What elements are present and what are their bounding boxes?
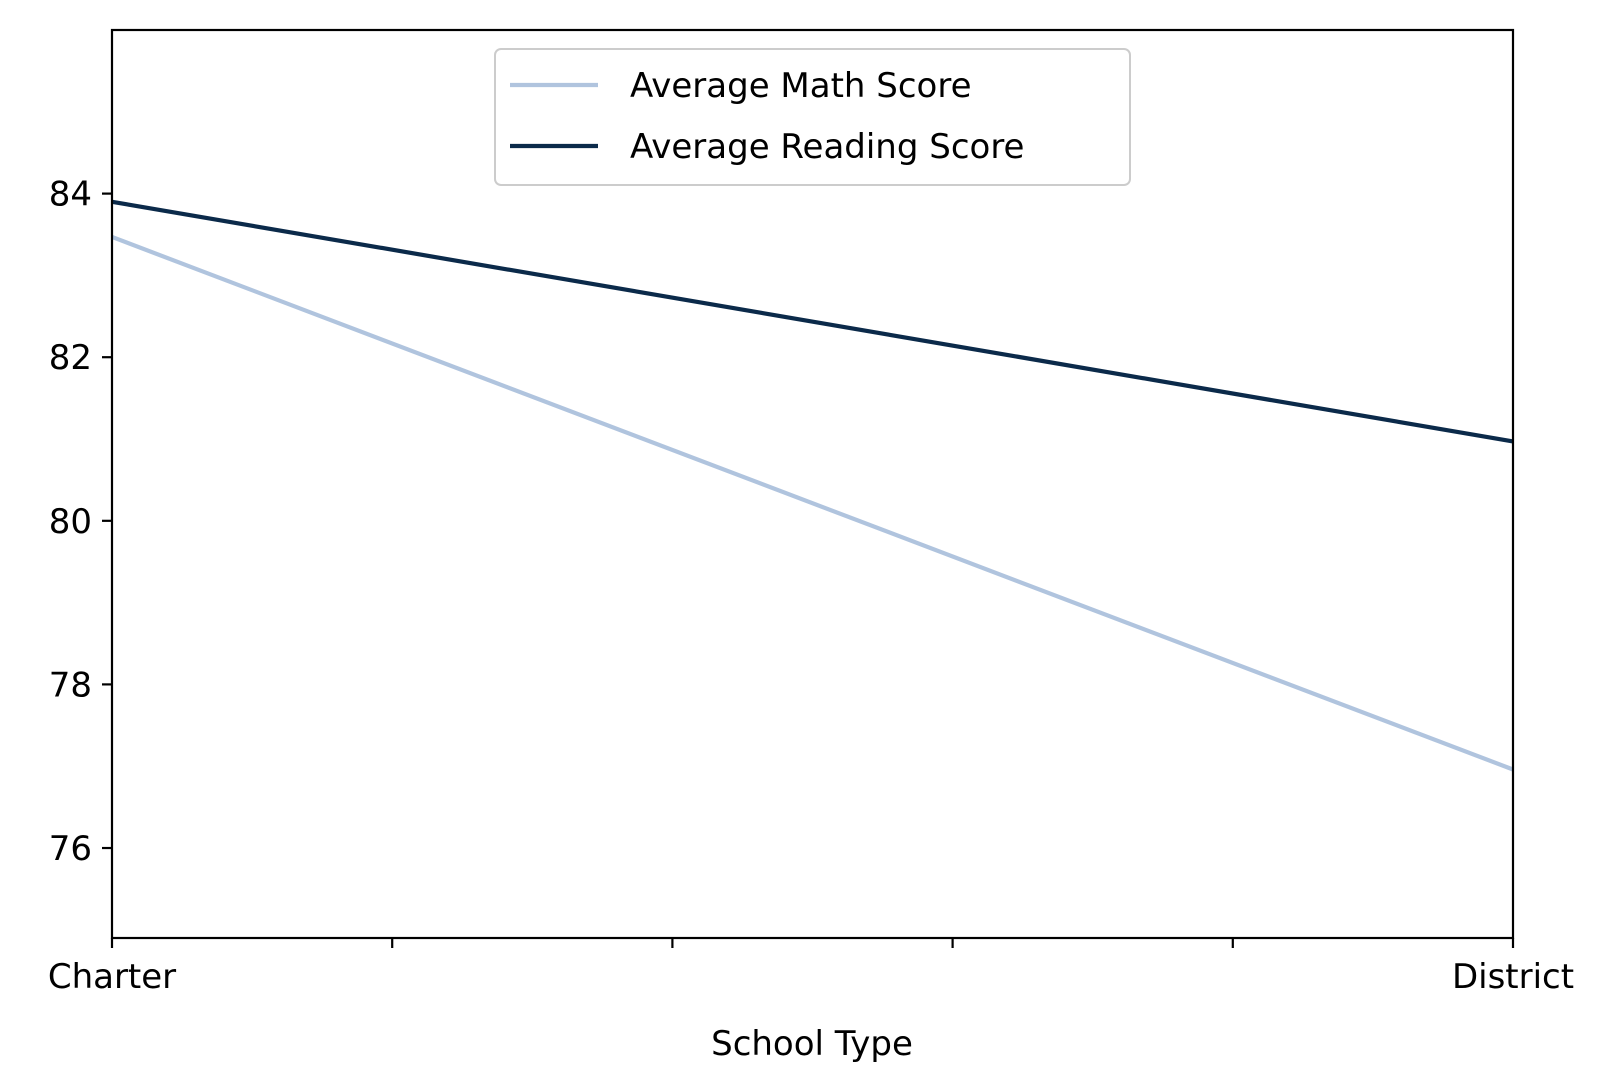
legend-box bbox=[494, 48, 1131, 186]
y-tick-label: 78 bbox=[49, 665, 92, 705]
x-tick-label: Charter bbox=[48, 957, 176, 997]
series-line-1 bbox=[111, 199, 1514, 444]
plot-frame bbox=[110, 28, 1515, 940]
legend-label: Average Reading Score bbox=[630, 127, 1024, 167]
y-tick-label: 84 bbox=[49, 175, 92, 215]
y-tick-label: 80 bbox=[49, 502, 92, 542]
x-axis: Charter District bbox=[48, 938, 1574, 997]
y-tick-label: 82 bbox=[49, 338, 92, 378]
legend-label: Average Math Score bbox=[630, 66, 972, 106]
series-line-0 bbox=[111, 234, 1514, 772]
x-axis-label: School Type bbox=[711, 1024, 913, 1064]
legend: Average Math Score Average Reading Score bbox=[494, 48, 1131, 186]
y-axis: 76 78 80 82 84 bbox=[49, 175, 112, 869]
y-tick-label: 76 bbox=[49, 829, 92, 869]
x-tick-label: District bbox=[1452, 957, 1574, 997]
